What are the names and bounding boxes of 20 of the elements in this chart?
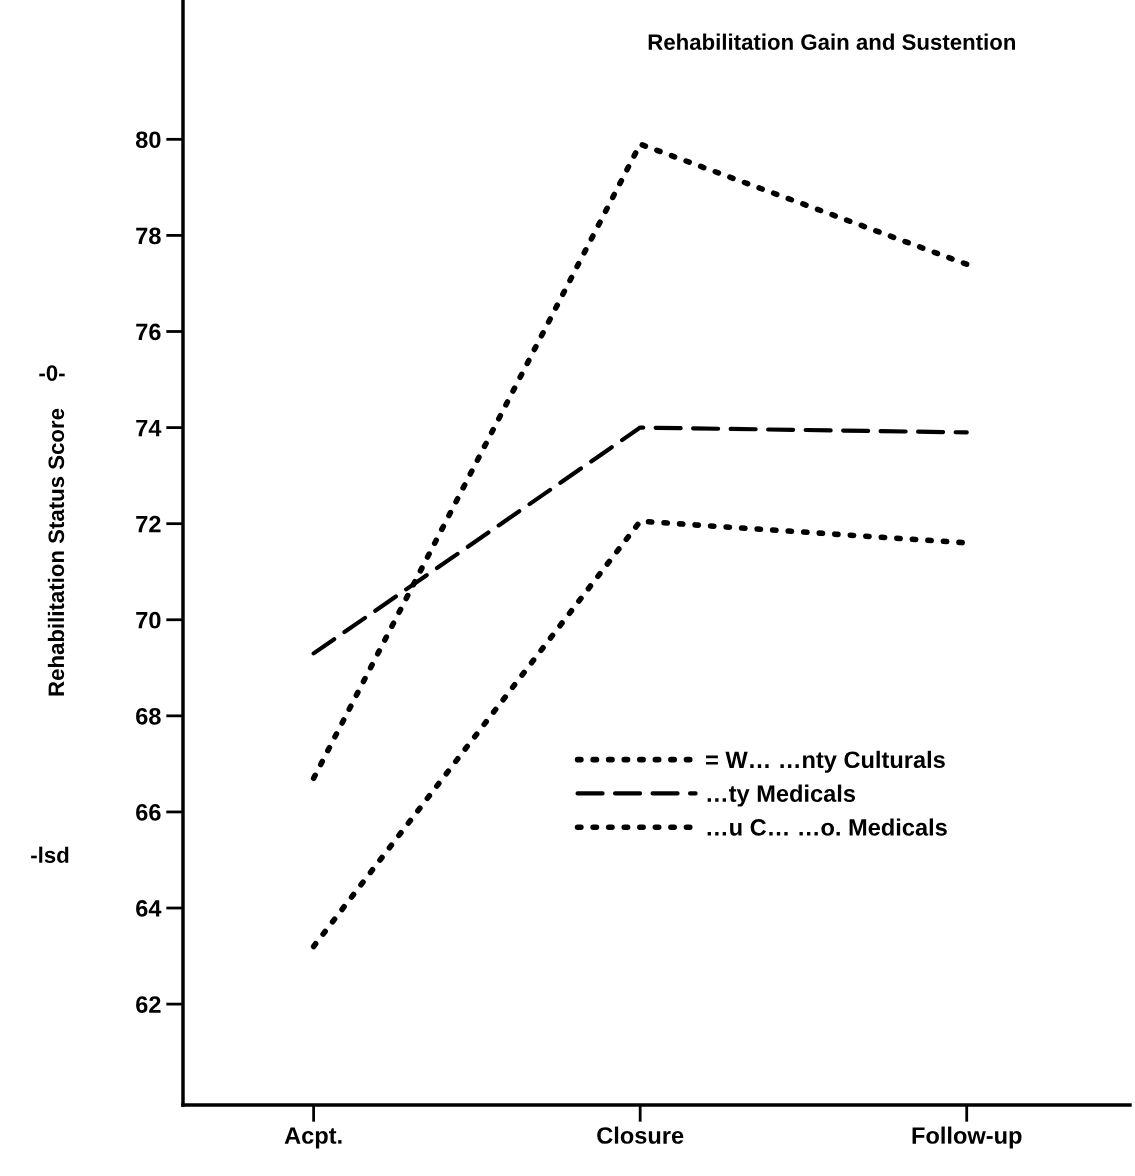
y-tick-label: 66 [136, 804, 161, 821]
y-axis-title: Rehabilitation Status Score [47, 408, 65, 696]
y-tick-label: 70 [136, 611, 161, 629]
y-tick-label: 72 [136, 515, 161, 533]
text: Rehabilitation Gain and Sustention [648, 33, 1016, 50]
legend-label: …ty Medicals [707, 784, 855, 807]
x-tick-label: Acpt. [284, 1127, 342, 1149]
legend-label: = W… …nty Culturals [706, 750, 945, 773]
y-tick-label: 62 [136, 996, 161, 1013]
text: -lsd [31, 846, 69, 863]
x-tick-label: Closure [597, 1126, 684, 1144]
y-tick-label: 64 [136, 900, 162, 917]
legend-label: …u C… …o. Medicals [707, 818, 947, 836]
y-tick-label: 68 [136, 707, 161, 725]
y-tick-label: 76 [136, 323, 161, 341]
y-tick-label: 80 [135, 131, 161, 149]
y-tick-label: 74 [136, 419, 162, 437]
y-tick-label: 78 [136, 227, 161, 245]
x-tick-label: Follow-up [912, 1126, 1022, 1149]
text: -0- [39, 365, 65, 381]
